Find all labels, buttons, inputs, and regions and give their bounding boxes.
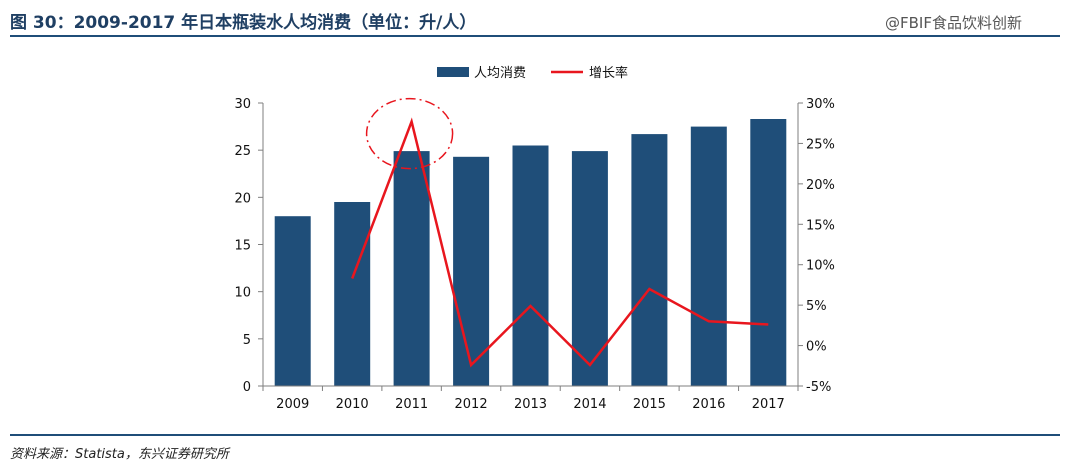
x-tick-label-2009: 2009	[276, 397, 309, 412]
right-tick-label: 0%	[806, 340, 827, 355]
x-tick-label-2010: 2010	[336, 397, 369, 412]
left-tick-label: 15	[234, 239, 251, 254]
left-tick-label: 30	[234, 97, 251, 112]
bar-2016	[691, 127, 727, 386]
legend-label-bar: 人均消费	[474, 66, 526, 81]
left-tick-label: 10	[234, 286, 251, 301]
left-tick-label: 5	[243, 333, 251, 348]
source-note: 资料来源：Statista，东兴证券研究所	[10, 443, 229, 462]
right-tick-label: -5%	[806, 380, 831, 395]
bar-2011	[394, 151, 430, 386]
x-tick-label-2014: 2014	[573, 397, 606, 412]
bar-2009	[275, 216, 311, 386]
x-tick-label-2011: 2011	[395, 397, 428, 412]
bar-2013	[513, 146, 549, 387]
bar-2017	[750, 119, 786, 386]
legend-label-line: 增长率	[589, 65, 628, 81]
right-tick-label: 15%	[806, 218, 835, 233]
x-tick-label-2015: 2015	[633, 397, 666, 412]
x-tick-label-2013: 2013	[514, 397, 547, 412]
left-tick-label: 0	[243, 380, 251, 395]
legend-swatch-bar	[437, 67, 469, 77]
x-tick-label-2016: 2016	[692, 397, 725, 412]
right-tick-label: 10%	[806, 259, 835, 274]
right-tick-label: 25%	[806, 137, 835, 152]
x-tick-label-2012: 2012	[455, 397, 488, 412]
right-tick-label: 30%	[806, 97, 835, 112]
bar-2015	[631, 134, 667, 386]
x-tick-label-2017: 2017	[752, 397, 785, 412]
bar-2010	[334, 202, 370, 386]
left-tick-label: 20	[234, 191, 251, 206]
right-tick-label: 5%	[806, 299, 827, 314]
bottom-rule	[10, 434, 1060, 436]
left-tick-label: 25	[234, 144, 251, 159]
right-tick-label: 20%	[806, 178, 835, 193]
